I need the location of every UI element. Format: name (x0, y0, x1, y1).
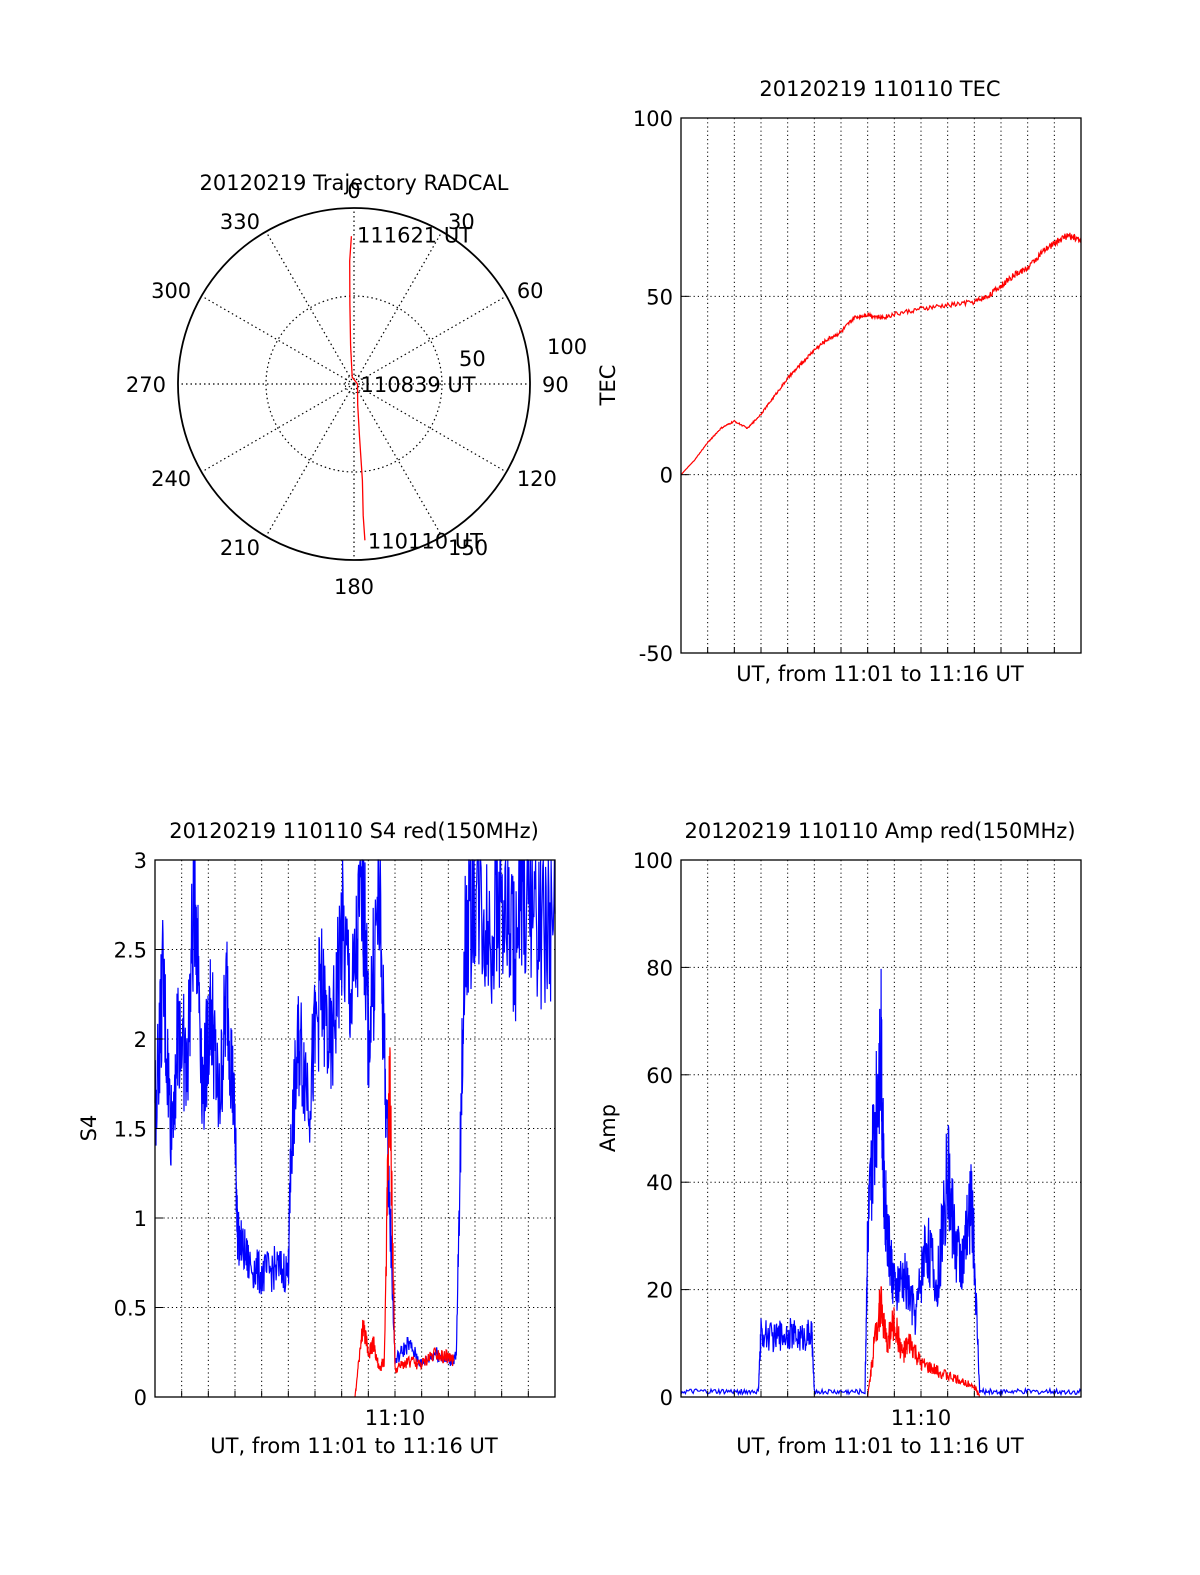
polar-trajectory (349, 236, 366, 541)
polar-angle-label: 120 (517, 467, 557, 491)
tec-xlabel: UT, from 11:01 to 11:16 UT (736, 662, 1024, 686)
polar-spoke (265, 383, 355, 537)
s4-title: 20120219 110110 S4 red(150MHz) (169, 819, 539, 843)
polar-time-annotation: 110839 UT (361, 373, 476, 397)
polar-angle-label: 270 (126, 373, 166, 397)
tec-series-line (680, 232, 1082, 476)
s4-panel: 20120219 110110 S4 red(150MHz) UT, from … (77, 819, 556, 1458)
polar-angle-label: 240 (151, 467, 191, 491)
amp-title: 20120219 110110 Amp red(150MHz) (684, 819, 1075, 843)
s4-xlabel: UT, from 11:01 to 11:16 UT (210, 1434, 498, 1458)
amp-ytick-label: 100 (633, 849, 673, 873)
amp-ytick-label: 80 (646, 956, 673, 980)
tec-ytick-label: 0 (660, 464, 673, 488)
amp-ytick-label: 0 (660, 1386, 673, 1410)
tec-axes-frame (680, 117, 1082, 654)
s4-series-line (354, 1047, 455, 1398)
amp-panel: 20120219 110110 Amp red(150MHz) UT, from… (596, 819, 1082, 1458)
polar-radial-label: 100 (547, 335, 587, 359)
polar-title: 20120219 Trajectory RADCAL (200, 171, 509, 195)
amp-ytick-label: 60 (646, 1064, 673, 1088)
polar-spoke (353, 383, 443, 537)
polar-grid-circle (265, 295, 443, 473)
polar-angle-label: 180 (334, 575, 374, 599)
amp-ylabel: Amp (596, 1104, 620, 1152)
polar-radial-label: 50 (459, 347, 486, 371)
polar-outer-circle (177, 207, 531, 561)
s4-ylabel: S4 (77, 1115, 101, 1142)
amp-series-line (867, 1286, 980, 1398)
amp-xtick-label: 11:10 (891, 1406, 952, 1430)
polar-spoke (265, 231, 355, 385)
polar-angle-label: 300 (151, 279, 191, 303)
polar-angle-label: 150 (448, 536, 488, 560)
tec-ylabel: TEC (596, 365, 620, 407)
s4-xtick-label: 11:10 (365, 1406, 426, 1430)
polar-time-annotation: 111621 UT (357, 223, 472, 247)
polar-angle-label: 330 (220, 210, 260, 234)
s4-ytick-label: 0.5 (114, 1297, 147, 1321)
tec-ytick-label: 50 (646, 285, 673, 309)
tec-panel: 20120219 110110 TEC UT, from 11:01 to 11… (596, 77, 1082, 686)
polar-angle-label: 90 (542, 373, 569, 397)
polar-panel: 20120219 Trajectory RADCAL 0 30 60 90 120 150… (126, 171, 587, 599)
polar-center-circle (344, 374, 364, 394)
polar-angle-label: 30 (448, 210, 475, 234)
tec-title: 20120219 110110 TEC (759, 77, 1000, 101)
s4-ytick-label: 2.5 (114, 939, 147, 963)
polar-angle-label: 0 (347, 179, 360, 203)
amp-ytick-label: 40 (646, 1171, 673, 1195)
polar-angle-label: 60 (517, 279, 544, 303)
amp-ytick-label: 20 (646, 1279, 673, 1303)
s4-ytick-label: 3 (134, 849, 147, 873)
s4-ytick-label: 0 (134, 1386, 147, 1410)
tec-ytick-label: 100 (633, 107, 673, 131)
amp-series-line (680, 968, 1082, 1397)
polar-angle-label: 210 (220, 536, 260, 560)
s4-series-line (154, 859, 556, 1368)
s4-ytick-label: 1.5 (114, 1118, 147, 1142)
polar-spoke (201, 295, 355, 385)
polar-time-annotation: 110110 UT (368, 529, 483, 553)
s4-ytick-label: 2 (134, 1028, 147, 1052)
amp-axes-frame (680, 859, 1082, 1398)
amp-xlabel: UT, from 11:01 to 11:16 UT (736, 1434, 1024, 1458)
tec-ytick-label: -50 (639, 642, 673, 666)
s4-ytick-label: 1 (134, 1207, 147, 1231)
